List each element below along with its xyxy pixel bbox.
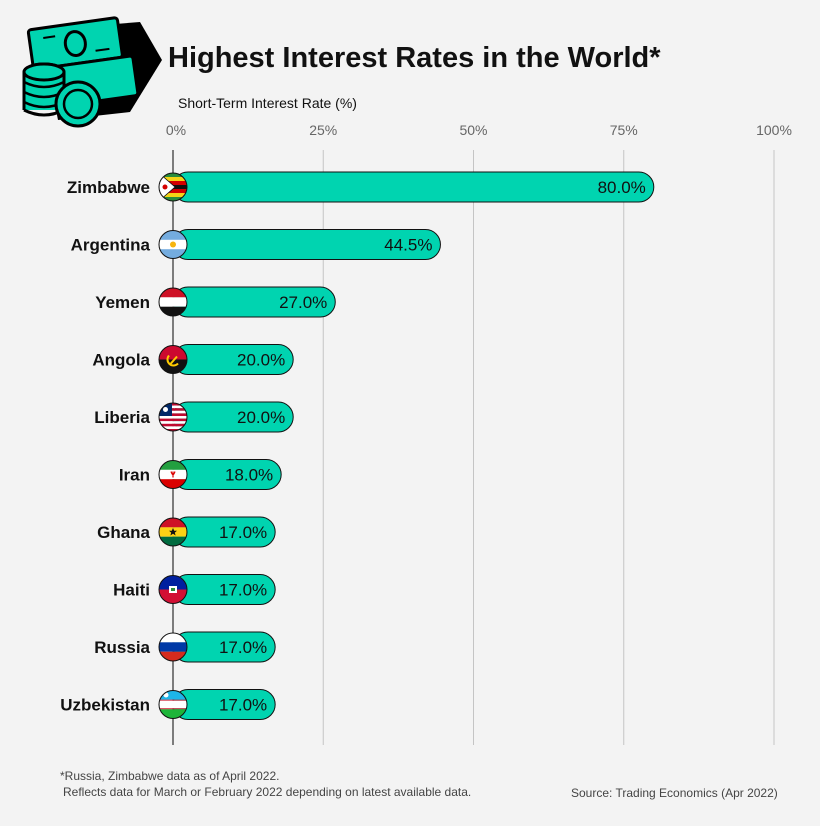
x-tick-label: 50% <box>459 122 487 138</box>
category-label: Argentina <box>71 236 151 255</box>
x-tick-label: 100% <box>756 122 792 138</box>
category-label: Russia <box>94 638 150 657</box>
category-labels: Zimbabwe Argentina Yemen Angola Liberia Iran G… <box>60 178 150 715</box>
value-label: 18.0% <box>225 466 273 485</box>
value-label: 27.0% <box>279 293 327 312</box>
argentina-flag-icon <box>158 230 188 259</box>
flags <box>158 172 188 719</box>
category-label: Iran <box>119 466 150 485</box>
source-note: Source: Trading Economics (Apr 2022) <box>571 786 778 800</box>
yemen-flag-icon <box>158 287 188 317</box>
category-label: Yemen <box>95 293 150 312</box>
value-label: 17.0% <box>219 638 267 657</box>
liberia-flag-icon <box>158 402 188 432</box>
category-label: Uzbekistan <box>60 696 150 715</box>
category-label: Liberia <box>94 408 150 427</box>
category-label: Ghana <box>97 523 150 542</box>
x-tick-label: 75% <box>610 122 638 138</box>
x-tick-label: 25% <box>309 122 337 138</box>
angola-flag-icon <box>158 345 188 374</box>
value-label: 17.0% <box>219 581 267 600</box>
money-stack-coins-icon <box>22 16 162 128</box>
uzbekistan-flag-icon <box>158 690 188 719</box>
haiti-flag-icon <box>158 575 188 604</box>
x-tick-label: 0% <box>166 122 186 138</box>
footnote-line-2: Reflects data for March or February 2022… <box>63 785 472 799</box>
category-label: Haiti <box>113 581 150 600</box>
value-label: 80.0% <box>598 178 646 197</box>
chart-title: Highest Interest Rates in the World* <box>168 42 661 74</box>
x-axis-label: Short-Term Interest Rate (%) <box>178 95 357 111</box>
zimbabwe-flag-icon <box>158 172 188 202</box>
category-label: Zimbabwe <box>67 178 150 197</box>
category-label: Angola <box>92 351 150 370</box>
iran-flag-icon <box>158 460 188 489</box>
footnote-note: *Russia, Zimbabwe data as of April 2022.… <box>60 768 471 800</box>
value-label: 20.0% <box>237 408 285 427</box>
x-tick-labels: 0% 25% 50% 75% 100% <box>166 122 792 138</box>
bars <box>172 171 655 720</box>
russia-flag-icon <box>158 632 188 662</box>
value-label: 44.5% <box>384 236 432 255</box>
value-labels: 80.0% 44.5% 27.0% 20.0% 20.0% 18.0% 17.0% 17.0%… <box>219 178 646 715</box>
value-label: 17.0% <box>219 523 267 542</box>
value-label: 17.0% <box>219 696 267 715</box>
value-label: 20.0% <box>237 351 285 370</box>
ghana-flag-icon <box>158 517 188 547</box>
bar-zimbabwe <box>172 171 655 203</box>
footnote-line-1: *Russia, Zimbabwe data as of April 2022. <box>60 769 280 783</box>
